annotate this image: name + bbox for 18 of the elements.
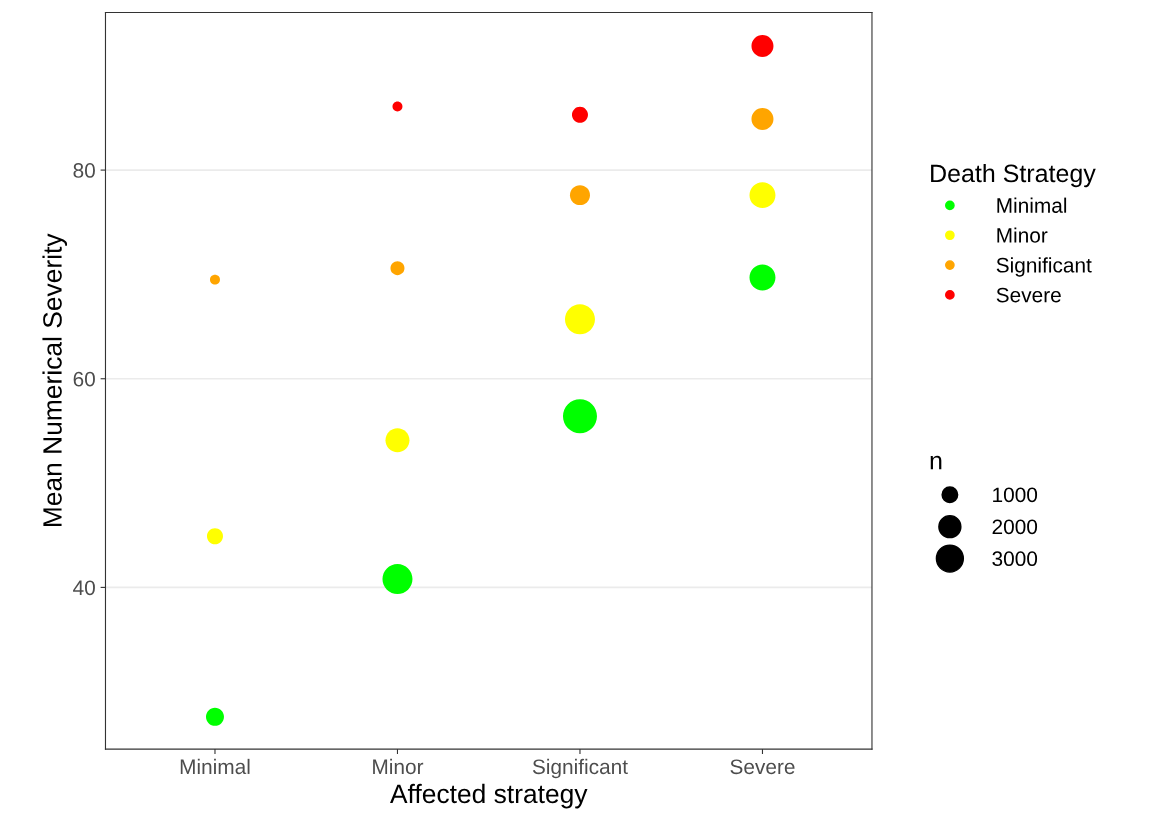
x-tick-label: Significant (532, 758, 628, 779)
y-tick-label: 80 (73, 163, 95, 178)
x-tick-label: Severe (730, 759, 795, 775)
legend-label: Severe (996, 287, 1061, 303)
legend-label: Significant (996, 257, 1092, 277)
legend-label: Minor (997, 227, 1048, 243)
y-tick-label: 60 (73, 371, 95, 387)
legend-label: 2000 (992, 519, 1038, 535)
y-tick-label: 40 (73, 580, 95, 596)
x-axis-title: Affected strategy (390, 783, 588, 809)
legend-title: Death Strategy (931, 163, 1096, 188)
y-axis-title: Mean Numerical Severity (42, 233, 68, 527)
text: n (930, 455, 942, 470)
legend-label: 3000 (992, 551, 1038, 567)
x-tick-label: Minimal (180, 758, 250, 775)
x-tick-label: Minor (373, 758, 424, 775)
legend-label: Minimal (997, 197, 1067, 213)
legend-label: 1000 (993, 487, 1038, 503)
